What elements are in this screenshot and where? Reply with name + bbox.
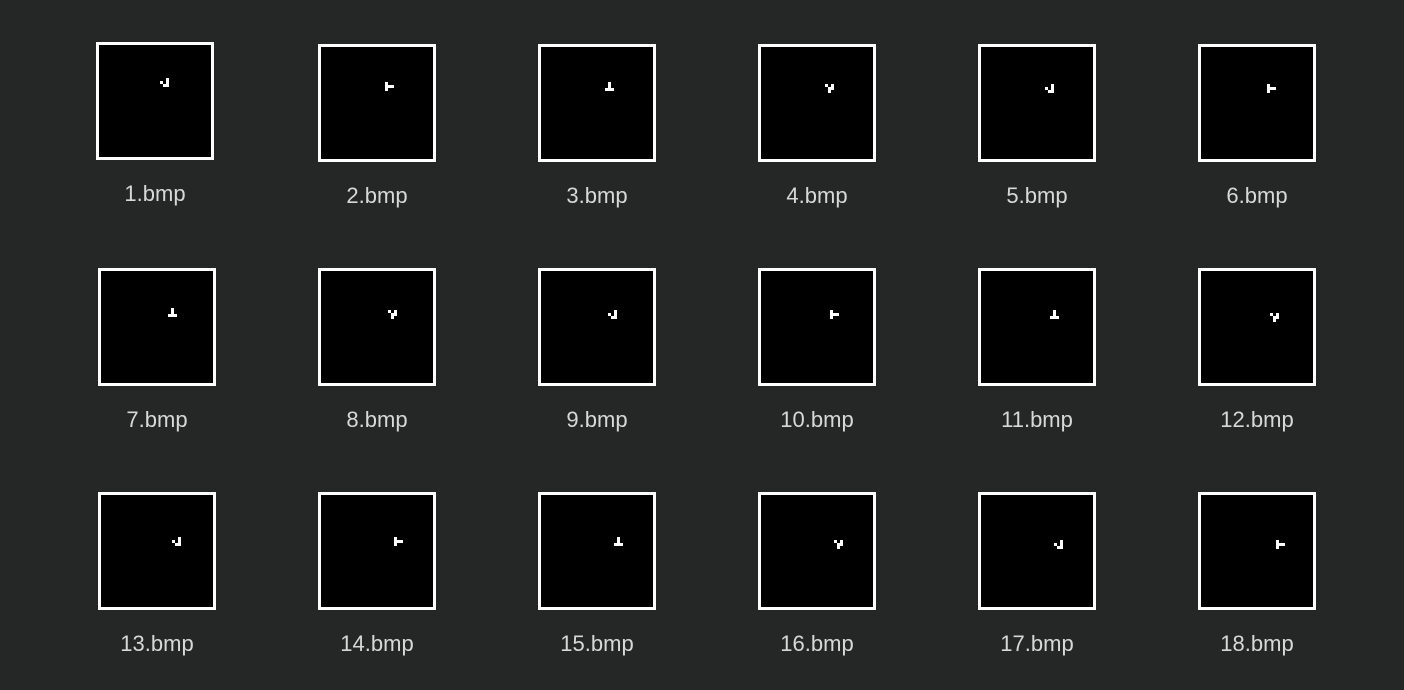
file-thumbnail (318, 44, 436, 162)
glider-bitmap-icon (834, 540, 844, 550)
file-name-label: 8.bmp (346, 407, 408, 432)
file-item[interactable]: 1.bmp (75, 42, 235, 222)
file-item[interactable]: 17.bmp (957, 492, 1117, 672)
file-thumbnail (318, 492, 436, 610)
file-thumbnail (758, 44, 876, 162)
file-thumbnail (538, 268, 656, 386)
glider-bitmap-icon (394, 537, 404, 547)
file-name-label: 9.bmp (566, 407, 628, 432)
file-item[interactable]: 12.bmp (1177, 268, 1337, 448)
file-name-label: 11.bmp (1001, 407, 1073, 432)
file-thumbnail (978, 492, 1096, 610)
file-item[interactable]: 14.bmp (297, 492, 457, 672)
glider-bitmap-icon (605, 82, 615, 92)
file-name-label: 3.bmp (566, 183, 628, 208)
file-item[interactable]: 7.bmp (77, 268, 237, 448)
file-item[interactable]: 2.bmp (297, 44, 457, 224)
glider-bitmap-icon (830, 310, 840, 320)
file-thumbnail (978, 44, 1096, 162)
file-name-label: 5.bmp (1006, 183, 1068, 208)
glider-bitmap-icon (388, 310, 398, 320)
glider-bitmap-icon (608, 310, 618, 320)
file-thumbnail (1198, 268, 1316, 386)
file-item[interactable]: 4.bmp (737, 44, 897, 224)
glider-bitmap-icon (168, 308, 178, 318)
file-name-label: 7.bmp (126, 407, 188, 432)
glider-bitmap-icon (825, 84, 835, 94)
glider-bitmap-icon (1054, 540, 1064, 550)
file-item[interactable]: 13.bmp (77, 492, 237, 672)
file-item[interactable]: 18.bmp (1177, 492, 1337, 672)
glider-bitmap-icon (1050, 310, 1060, 320)
glider-bitmap-icon (172, 537, 182, 547)
glider-bitmap-icon (160, 78, 170, 88)
file-thumbnail (978, 268, 1096, 386)
file-name-label: 13.bmp (120, 631, 194, 656)
file-item[interactable]: 3.bmp (517, 44, 677, 224)
file-name-label: 10.bmp (780, 407, 854, 432)
file-name-label: 4.bmp (786, 183, 848, 208)
file-thumbnail (1198, 492, 1316, 610)
file-thumbnail (538, 492, 656, 610)
file-item[interactable]: 10.bmp (737, 268, 897, 448)
file-thumbnail (98, 492, 216, 610)
file-thumbnail (758, 268, 876, 386)
glider-bitmap-icon (1276, 540, 1286, 550)
file-name-label: 1.bmp (124, 181, 186, 206)
file-name-label: 6.bmp (1226, 183, 1288, 208)
glider-bitmap-icon (385, 82, 395, 92)
file-item[interactable]: 8.bmp (297, 268, 457, 448)
file-name-label: 15.bmp (560, 631, 634, 656)
file-name-label: 17.bmp (1000, 631, 1074, 656)
file-item[interactable]: 9.bmp (517, 268, 677, 448)
file-thumbnail (98, 268, 216, 386)
glider-bitmap-icon (1270, 313, 1280, 323)
file-thumbnail (96, 42, 214, 160)
file-item[interactable]: 11.bmp (957, 268, 1117, 448)
file-thumbnail (758, 492, 876, 610)
glider-bitmap-icon (614, 537, 624, 547)
file-thumbnail (538, 44, 656, 162)
file-item[interactable]: 5.bmp (957, 44, 1117, 224)
file-item[interactable]: 16.bmp (737, 492, 897, 672)
file-name-label: 14.bmp (340, 631, 414, 656)
file-name-label: 2.bmp (346, 183, 408, 208)
file-thumbnail (318, 268, 436, 386)
glider-bitmap-icon (1267, 84, 1277, 94)
file-name-label: 12.bmp (1220, 407, 1294, 432)
file-name-label: 18.bmp (1220, 631, 1294, 656)
file-thumbnail (1198, 44, 1316, 162)
file-name-label: 16.bmp (780, 631, 854, 656)
glider-bitmap-icon (1045, 84, 1055, 94)
file-item[interactable]: 6.bmp (1177, 44, 1337, 224)
file-item[interactable]: 15.bmp (517, 492, 677, 672)
